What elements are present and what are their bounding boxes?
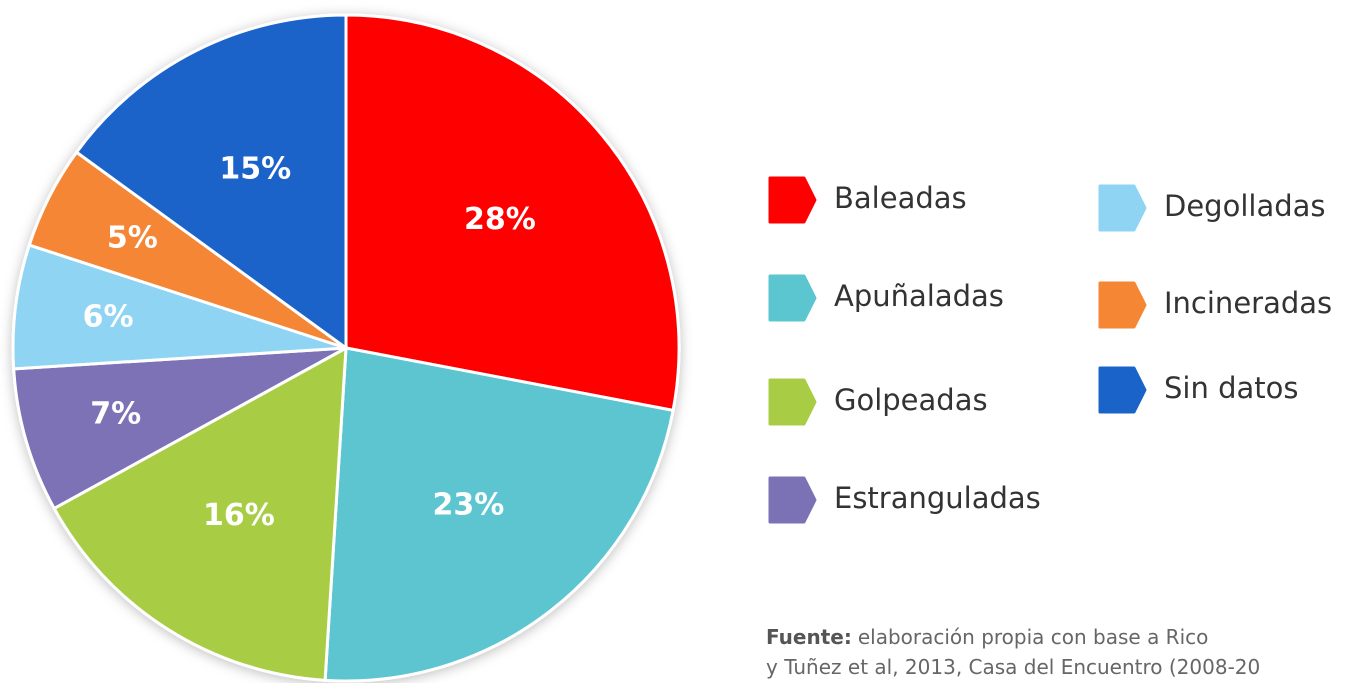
slice-labels: 28% 23% 16% 7% 6% 5% 15% (83, 151, 536, 533)
legend-label: Baleadas (834, 181, 967, 215)
legend-label: Sin datos (1164, 371, 1298, 405)
slice-label: 7% (90, 396, 141, 431)
slice-label: 15% (219, 151, 291, 186)
pie-slice (323, 346, 675, 683)
source: Fuente: elaboración propia con base a Ric… (766, 625, 1208, 649)
slice-label: 23% (433, 487, 505, 522)
legend-marker (1098, 184, 1147, 232)
pie-slice (74, 13, 348, 351)
legend-marker (768, 476, 817, 524)
legend-marker (768, 274, 817, 322)
slice-label: 5% (107, 221, 158, 256)
source-line: elaboración propia con base a Rico (858, 625, 1209, 649)
legend-marker (768, 176, 817, 224)
legend: Baleadas Apuñaladas Golpeadas Estranguladas… (768, 176, 1332, 524)
legend-marker (1098, 281, 1147, 329)
pie-slice (52, 345, 348, 682)
legend-label: Incineradas (1164, 286, 1332, 320)
pie-slice (11, 243, 347, 371)
source-label: Fuente: (766, 625, 852, 649)
legend-marker (1098, 366, 1147, 414)
pie-slice (344, 13, 681, 413)
slice-label: 6% (83, 299, 134, 334)
legend-label: Apuñaladas (834, 279, 1004, 313)
legend-label: Degolladas (1164, 189, 1326, 223)
pie-slice (12, 346, 347, 511)
legend-marker (768, 378, 817, 426)
pie (11, 13, 681, 683)
slice-label: 28% (464, 202, 536, 237)
slice-label: 16% (203, 498, 275, 533)
legend-label: Golpeadas (834, 383, 988, 417)
legend-label: Estranguladas (834, 481, 1041, 515)
source-line: y Tuñez et al, 2013, Casa del Encuentro … (766, 655, 1260, 679)
